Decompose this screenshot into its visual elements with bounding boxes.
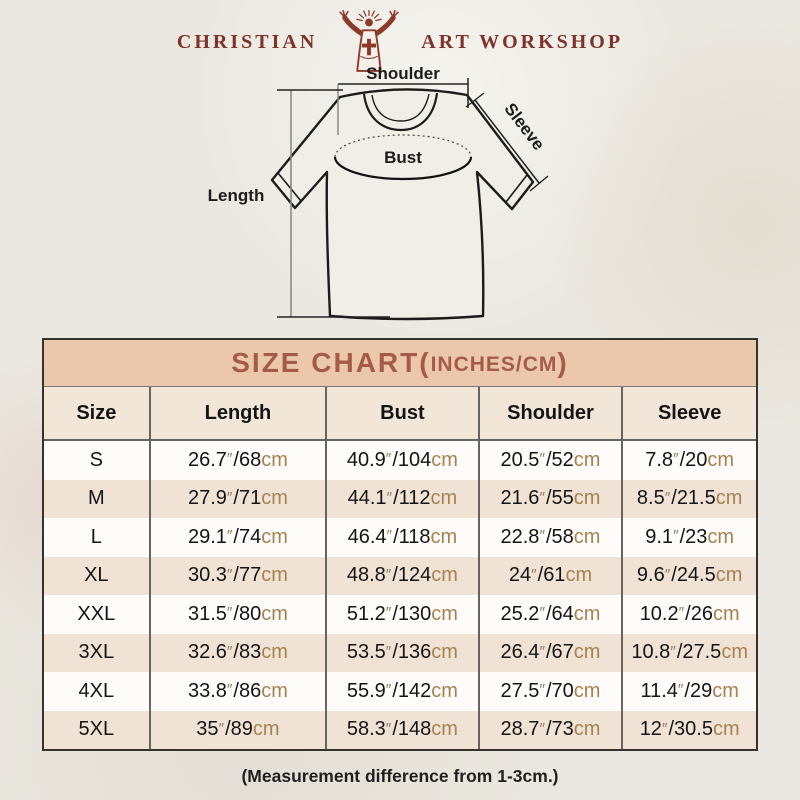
length-value-cell: 30.3 ″/77 cm <box>148 556 326 595</box>
sleeve-tick-bottom <box>529 175 549 192</box>
diagram-label-shoulder: Shoulder <box>366 64 440 83</box>
right-cuff-seam <box>505 174 528 203</box>
shoulder-value-cell: 21.6 ″/55 cm <box>477 479 622 518</box>
jesus-logo-icon <box>339 10 399 72</box>
sleeve-value-cell: 9.6 ″/24.5 cm <box>621 556 756 595</box>
sleeve-value-cell: 8.5 ″/21.5 cm <box>621 479 756 518</box>
sleeve-value-cell: 11.4 ″/29 cm <box>621 672 756 711</box>
shoulder-value-cell: 28.7 ″/73 cm <box>477 710 622 749</box>
size-row-4xl: 4XL 33.8 ″/86 cm 55.9 ″/142 cm 27.5 ″/70 cm 11.4 ″ /… <box>44 672 756 711</box>
length-value-cell: 29.1 ″/74 cm <box>148 518 326 557</box>
title-paren-close: ) <box>557 347 569 378</box>
bust-value-cell: 40.9 ″/104 cm <box>325 441 477 480</box>
table-body: S 26.7 ″/68 cm 40.9 ″/104 cm 20.5 ″/52 cm 7.8 ″/20 c… <box>44 441 756 749</box>
diagram-label-length: Length <box>208 186 265 205</box>
bust-value-cell: 48.8 ″/124 cm <box>325 556 477 595</box>
sleeve-value-cell: 10.8 ″/27.5 cm <box>621 633 756 672</box>
size-row-5xl: 5XL 35 ″/89 cm 58.3 ″/148 cm 28.7 ″/73 cm 12 ″/30.5… <box>44 710 756 749</box>
length-value-cell: 26.7 ″/68 cm <box>148 441 326 480</box>
bust-value-cell: 58.3 ″/148 cm <box>325 710 477 749</box>
brand-name-right: ART WORKSHOP <box>421 30 624 53</box>
size-cell: M <box>87 487 105 510</box>
shoulder-value-cell: 26.4 ″/67 cm <box>477 633 622 672</box>
size-row-3xl: 3XL 32.6 ″/83 cm 53.5 ″/136 cm 26.4 ″/67 cm 10.8 ″ /… <box>44 633 756 672</box>
diagram-label-sleeve: Sleeve <box>500 99 548 153</box>
size-cell: XXL <box>77 602 116 625</box>
sleeve-value-cell: 9.1 ″/23 cm <box>621 518 756 557</box>
sleeve-value-cell: 10.2 ″/26 cm <box>621 595 756 634</box>
sleeve-value-cell: 7.8 ″/20 cm <box>621 441 756 480</box>
bust-ellipse-solid <box>333 156 473 181</box>
bust-value-cell: 51.2 ″/130 cm <box>325 595 477 634</box>
bust-ellipse-dotted <box>334 134 472 158</box>
header-cell-shoulder: Shoulder <box>477 387 622 439</box>
bust-value-cell: 53.5 ″/136 cm <box>325 633 477 672</box>
sleeve-tick-top <box>465 92 485 108</box>
size-chart-title: SIZE CHART(INCHES/CM) <box>44 340 756 387</box>
tshirt-outline <box>270 88 535 321</box>
sleeve-value-cell: 12 ″/30.5 cm <box>621 710 756 749</box>
size-cell: S <box>89 448 103 471</box>
header-cell-bust: Bust <box>325 387 477 439</box>
title-paren-open: ( <box>419 347 431 378</box>
header-cell-sleeve: Sleeve <box>621 387 756 439</box>
size-row-m: M 27.9 ″/71 cm 44.1 ″/112 cm 21.6 ″/55 cm 8.5 ″/21.… <box>44 479 756 518</box>
size-cell: XL <box>84 564 109 587</box>
title-text: SIZE CHART <box>231 347 420 378</box>
size-row-xxl: XXL 31.5 ″/80 cm 51.2 ″/130 cm 25.2 ″/64 cm 10.2 ″ /… <box>44 595 756 634</box>
shoulder-value-cell: 24 ″/61 cm <box>477 556 622 595</box>
length-value-cell: 32.6 ″/83 cm <box>148 633 326 672</box>
size-cell: 4XL <box>78 679 115 702</box>
brand-name-left: CHRISTIAN <box>176 30 318 53</box>
size-row-xl: XL 30.3 ″/77 cm 48.8 ″/124 cm 24 ″/61 cm 9.6 ″/24.5… <box>44 556 756 595</box>
left-cuff-seam <box>277 172 302 202</box>
bust-value-cell: 55.9 ″/142 cm <box>325 672 477 711</box>
shoulder-value-cell: 27.5 ″/70 cm <box>477 672 622 711</box>
header-cell-length: Length <box>148 387 326 439</box>
collar-inner <box>371 93 430 122</box>
length-value-cell: 33.8 ″/86 cm <box>148 672 326 711</box>
measurement-note: (Measurement difference from 1-3cm.) <box>241 766 559 786</box>
bust-value-cell: 46.4 ″/118 cm <box>325 518 477 557</box>
shoulder-value-cell: 22.8 ″/58 cm <box>477 518 622 557</box>
size-cell: L <box>90 525 102 548</box>
length-value-cell: 27.9 ″/71 cm <box>148 479 326 518</box>
length-value-cell: 31.5 ″/80 cm <box>148 595 326 634</box>
tshirt-measurement-diagram: Shoulder Bust Length Sleeve <box>208 64 549 321</box>
size-chart-table: SIZE CHART(INCHES/CM) Size Length Bust Shou… <box>42 338 758 751</box>
bust-value-cell: 44.1 ″/112 cm <box>325 479 477 518</box>
header-cell-size: Size <box>76 401 117 424</box>
title-units: INCHES/CM <box>430 352 558 376</box>
shoulder-value-cell: 25.2 ″/64 cm <box>477 595 622 634</box>
collar-outer <box>362 92 439 132</box>
table-header-row: Size Length Bust Shoulder Sleeve <box>44 387 756 441</box>
size-cell: 5XL <box>78 718 115 741</box>
diagram-label-bust: Bust <box>384 148 422 167</box>
brand-logo: CHRISTIAN <box>0 10 800 74</box>
shoulder-value-cell: 20.5 ″/52 cm <box>477 441 622 480</box>
size-cell: 3XL <box>78 641 115 664</box>
sleeve-measure-line <box>474 99 540 184</box>
size-row-s: S 26.7 ″/68 cm 40.9 ″/104 cm 20.5 ″/52 cm 7.8 ″/20 c… <box>44 441 756 480</box>
length-value-cell: 35 ″/89 cm <box>148 710 326 749</box>
size-row-l: L 29.1 ″/74 cm 46.4 ″/118 cm 22.8 ″/58 cm 9.1 ″/23 c… <box>44 518 756 557</box>
